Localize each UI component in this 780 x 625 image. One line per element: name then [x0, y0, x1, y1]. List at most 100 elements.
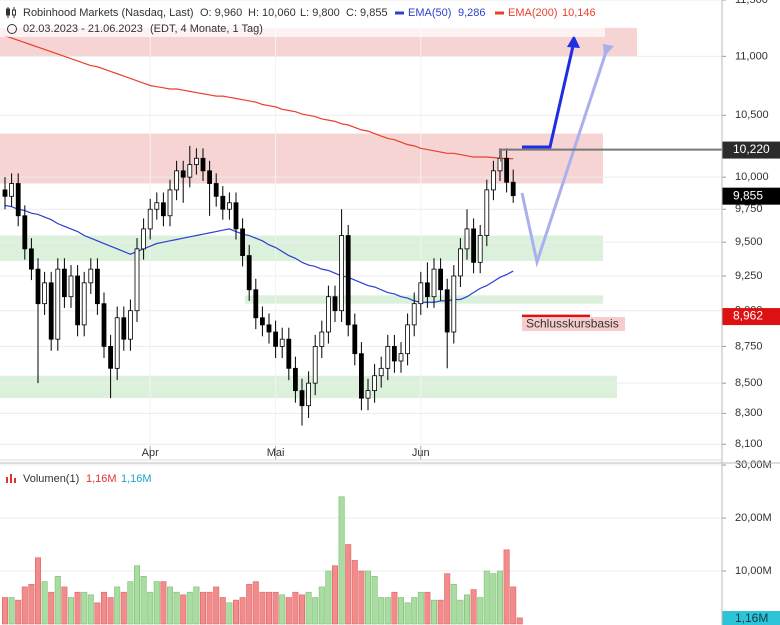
- level-box: [722, 141, 780, 159]
- candle-body: [48, 282, 54, 340]
- y-tick-label: 8,750: [735, 340, 763, 352]
- volume-bar: [61, 586, 68, 625]
- plot: [1, 35, 523, 625]
- volume-bar: [292, 591, 299, 625]
- volume-bar: [28, 583, 35, 625]
- volume-bar: [34, 557, 41, 625]
- volume-bar: [239, 597, 246, 625]
- candle-body: [411, 303, 417, 326]
- candle-body: [484, 189, 490, 236]
- zone: [0, 235, 603, 261]
- volume-bar: [345, 544, 352, 625]
- candle-body: [266, 324, 272, 333]
- volume-bar: [384, 597, 391, 625]
- volume-bar: [74, 591, 81, 625]
- candle-body: [339, 235, 345, 312]
- volume-bar: [180, 594, 187, 625]
- arrowhead: [567, 35, 580, 48]
- volume-bar: [312, 597, 319, 625]
- period-note: (EDT, 4 Monate, 1 Tag): [150, 23, 263, 35]
- volume-value: 1,16M: [86, 473, 117, 485]
- y-tick-label: 20,00M: [735, 512, 772, 524]
- volume-bar: [457, 599, 464, 625]
- volume-bar: [68, 597, 75, 625]
- candle-body: [431, 268, 437, 298]
- volume-bar: [252, 581, 259, 625]
- volume-bar: [298, 594, 305, 625]
- volume-bar: [120, 591, 127, 625]
- volume-bar: [397, 597, 404, 625]
- level-note: Schlusskursbasis: [526, 317, 619, 331]
- legend-label: EMA(50): [408, 7, 451, 19]
- candle-body: [332, 296, 338, 312]
- x-tick-label: Apr: [142, 447, 159, 459]
- y-tick-label: 11,000: [735, 50, 768, 62]
- y-tick-label: 30,00M: [735, 459, 772, 471]
- last-price-label: 9,855: [733, 188, 763, 202]
- candle-body: [200, 157, 206, 172]
- candle-body: [180, 170, 186, 178]
- date-range: 02.03.2023 - 21.06.2023: [23, 23, 143, 35]
- volume-bar: [167, 586, 174, 625]
- candle-body: [358, 353, 364, 399]
- candle-body: [167, 189, 173, 217]
- volume-bar: [1, 597, 9, 625]
- ema-line: [4, 35, 514, 160]
- volume-bar: [233, 599, 240, 625]
- candle-body: [504, 157, 510, 183]
- volume-bar: [404, 602, 411, 625]
- volume-bar: [470, 589, 477, 625]
- y-tick-label: 10,500: [735, 109, 769, 121]
- volume-bar: [411, 597, 418, 625]
- candle-body: [378, 367, 384, 377]
- volume-bar: [101, 591, 108, 625]
- volume-bar: [430, 599, 437, 625]
- ohlc-close: C: 9,855: [346, 7, 388, 19]
- candle-body: [160, 202, 166, 217]
- candle-body: [121, 317, 127, 340]
- candle-body: [424, 282, 430, 298]
- volume-bar: [371, 575, 378, 625]
- volume-bar: [200, 591, 207, 625]
- candle-body: [174, 170, 180, 191]
- volume-bar: [516, 617, 523, 625]
- candle-body: [240, 228, 246, 256]
- volume-bar: [437, 599, 444, 625]
- note-bg: [522, 317, 625, 332]
- candle-body: [134, 248, 140, 312]
- volume-bar: [259, 591, 266, 625]
- level-box: [722, 308, 780, 326]
- clock-icon: [7, 24, 17, 34]
- volume-bar: [147, 591, 154, 625]
- volume-bar: [510, 586, 517, 625]
- candle-body: [68, 275, 74, 298]
- volume-bar: [81, 591, 88, 625]
- ema-line: [4, 204, 514, 303]
- volume-bar: [325, 570, 332, 625]
- volume-bar: [285, 597, 292, 625]
- zone: [245, 295, 603, 304]
- forecast-arrow-light: [520, 51, 608, 268]
- candle-body: [246, 255, 252, 291]
- level-label: 8,962: [733, 309, 763, 323]
- candle-body: [391, 346, 397, 362]
- candle-body: [95, 268, 100, 305]
- y-tick-label: 9,500: [735, 236, 763, 248]
- candle-body: [325, 296, 331, 333]
- chart-title: Robinhood Markets (Nasdaq, Last): [23, 7, 194, 19]
- forecast-arrow: [522, 45, 575, 149]
- candle-body: [457, 248, 463, 277]
- volume-bar: [206, 591, 213, 625]
- candle-body: [312, 346, 318, 384]
- candle-body: [444, 289, 450, 333]
- candle-body: [226, 202, 232, 210]
- volume-bar: [15, 599, 22, 625]
- volume-bar: [186, 591, 193, 625]
- legend-label: EMA(200): [508, 7, 558, 19]
- volume-bar: [417, 591, 424, 625]
- candle-body: [9, 183, 15, 197]
- y-tick-label: 8,300: [735, 407, 763, 419]
- volume-value-alt: 1,16M: [121, 473, 152, 485]
